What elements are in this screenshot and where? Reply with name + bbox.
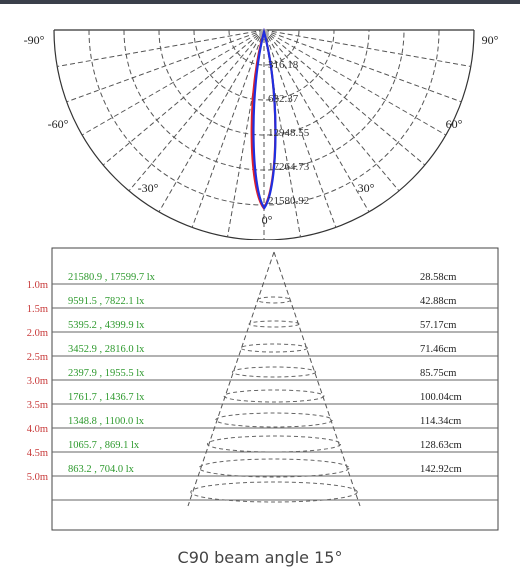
polar-spoke [191, 29, 265, 228]
illuminance-value: 9591.5 , 7822.1 lx [68, 296, 145, 307]
caption: C90 beam angle 15° [177, 548, 343, 567]
polar-angle-label: -60° [48, 117, 69, 131]
beam-diameter: 100.04cm [420, 392, 462, 403]
polar-spoke [57, 29, 265, 67]
beam-cone [187, 251, 361, 507]
distance-label: 3.0m [27, 376, 48, 387]
illuminance-value: 1348.8 , 1100.0 lx [68, 416, 145, 427]
cone-slice [198, 458, 350, 478]
beam-diameter: 57.17cm [420, 320, 456, 331]
polar-spoke [263, 29, 370, 213]
illuminance-value: 1065.7 , 869.1 lx [68, 440, 140, 451]
illuminance-value: 863.2 , 704.0 lx [68, 464, 135, 475]
polar-radial-label: 632.37 [268, 93, 299, 105]
distance-label: 2.5m [27, 352, 48, 363]
illuminance-value: 3452.9 , 2816.0 lx [68, 344, 145, 355]
distance-label: 1.0m [27, 280, 48, 291]
illuminance-value: 5395.2 , 4399.9 lx [68, 320, 145, 331]
distance-label: 1.5m [27, 304, 48, 315]
polar-radial-label: 17264.73 [268, 161, 310, 173]
beam-diameter: 114.34cm [420, 416, 461, 427]
polar-spoke [128, 29, 265, 192]
beam-cone-table: 1.0m 21580.9 , 17599.7 lx 28.58cm 1.5m 9591.… [27, 247, 499, 531]
table-border [51, 247, 499, 531]
polar-photometric-diagram: -90° -60° -30° 0° 30° 60° 90° 316.18 632.37 12948… [24, 27, 499, 240]
polar-labels: -90° -60° -30° 0° 30° 60° 90° 316.18 632.37 12948… [24, 33, 499, 227]
polar-radial-label: 12948.55 [268, 127, 310, 139]
cone-slice [256, 296, 292, 304]
illuminance-value: 21580.9 , 17599.7 lx [68, 272, 156, 283]
illuminance-value: 1761.7 , 1436.7 lx [68, 392, 145, 403]
polar-spoke [66, 29, 265, 103]
cone-slice [206, 435, 342, 453]
polar-spoke [263, 29, 400, 192]
polar-radial-label: 316.18 [268, 59, 299, 71]
distance-label: 2.0m [27, 328, 48, 339]
cone-slice [223, 389, 325, 403]
intensity-curves [250, 27, 277, 210]
polar-spoke [158, 29, 265, 213]
polar-angle-label: 30° [358, 181, 375, 195]
polar-spoke [263, 29, 337, 228]
beam-diameter: 85.75cm [420, 368, 456, 379]
cone-slice [190, 481, 358, 503]
distance-label: 4.5m [27, 448, 48, 459]
distance-label: 4.0m [27, 424, 48, 435]
polar-spoke [263, 29, 447, 136]
polar-ring [193, 29, 335, 101]
cone-slice [248, 320, 300, 328]
polar-spoke [102, 29, 265, 166]
polar-grid [53, 29, 475, 240]
cone-edge-left [187, 251, 275, 507]
polar-ring [88, 29, 440, 206]
polar-spoke [263, 29, 426, 166]
cone-slice [215, 412, 333, 428]
cone-slice [240, 343, 308, 353]
polar-spoke [81, 29, 265, 136]
header-rule [0, 0, 520, 4]
beam-diameter: 71.46cm [420, 344, 456, 355]
beam-diameter: 28.58cm [420, 272, 456, 283]
table-text: 1.0m 21580.9 , 17599.7 lx 28.58cm 1.5m 9591.… [27, 272, 462, 483]
polar-angle-label: 60° [446, 117, 463, 131]
cone-edge-right [273, 251, 361, 507]
distance-label: 5.0m [27, 472, 48, 483]
polar-angle-label: -30° [138, 181, 159, 195]
distance-label: 3.5m [27, 400, 48, 411]
polar-spoke [263, 29, 462, 103]
c0-intensity-curve [252, 27, 277, 210]
polar-angle-label: 90° [482, 33, 499, 47]
polar-angle-label: -90° [24, 33, 45, 47]
polar-radial-label: 21580.92 [268, 195, 309, 207]
beam-diameter: 128.63cm [420, 440, 462, 451]
beam-diameter: 42.88cm [420, 296, 456, 307]
beam-diameter: 142.92cm [420, 464, 462, 475]
table-frame [51, 247, 499, 531]
illuminance-value: 2397.9 , 1955.5 lx [68, 368, 145, 379]
polar-spoke [263, 29, 471, 67]
cone-slice [231, 366, 317, 378]
polar-angle-label: 0° [262, 213, 273, 227]
